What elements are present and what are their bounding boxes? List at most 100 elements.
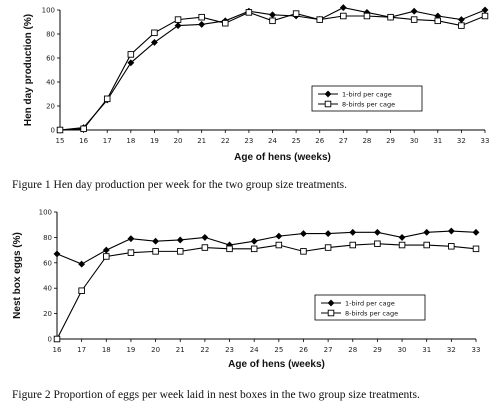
data-point	[316, 16, 323, 23]
data-point	[198, 20, 206, 28]
y-tick-label: 0	[48, 336, 52, 344]
x-tick-label: 21	[176, 346, 185, 354]
data-point	[201, 244, 209, 251]
x-tick-label: 24	[250, 346, 259, 354]
data-point	[78, 287, 85, 294]
data-point	[410, 16, 418, 23]
x-tick-label: 16	[79, 137, 88, 145]
x-tick-label: 23	[225, 346, 234, 354]
data-point	[339, 4, 347, 12]
data-point	[457, 16, 465, 24]
x-tick-label: 27	[339, 137, 348, 145]
x-tick-label: 17	[103, 137, 112, 145]
legend-marker	[327, 309, 335, 317]
data-point	[198, 13, 205, 21]
data-point	[56, 126, 64, 134]
x-tick-label: 16	[53, 346, 62, 354]
data-point	[102, 246, 110, 254]
series-line	[59, 11, 486, 131]
legend-marker	[324, 100, 332, 108]
data-point	[127, 249, 135, 256]
x-tick-label: 26	[299, 346, 308, 354]
x-tick-label: 30	[398, 346, 407, 354]
series-eight-birds	[53, 240, 480, 343]
data-point	[53, 335, 61, 343]
data-point	[250, 237, 258, 245]
x-tick-label: 22	[221, 137, 230, 145]
data-point	[174, 16, 182, 23]
figure-caption: Figure 2 Proportion of eggs per week lai…	[12, 389, 420, 401]
legend-label: 1-bird per cage	[345, 299, 395, 307]
data-point	[423, 241, 430, 249]
data-point	[349, 228, 357, 236]
data-point	[226, 245, 233, 253]
figure-caption: Figure 1 Hen day production per week for…	[12, 179, 347, 191]
x-axis-label: Age of hens (weeks)	[228, 359, 325, 370]
data-point	[103, 95, 111, 103]
data-point	[151, 29, 158, 37]
data-point	[245, 9, 253, 16]
data-point	[176, 248, 184, 255]
data-point	[324, 244, 332, 251]
data-point	[472, 228, 480, 236]
y-tick-label: 0	[51, 127, 55, 135]
x-tick-label: 33	[481, 137, 490, 145]
data-point	[53, 250, 61, 258]
data-point	[151, 38, 158, 46]
data-point	[398, 233, 406, 241]
data-point	[387, 13, 394, 21]
data-point	[269, 17, 276, 25]
data-point	[472, 245, 480, 253]
series-line	[56, 243, 477, 340]
x-tick-label: 21	[197, 137, 206, 145]
y-tick-label: 80	[46, 31, 55, 39]
data-point	[176, 236, 184, 244]
data-point	[373, 228, 381, 236]
data-point	[300, 230, 307, 238]
data-point	[481, 12, 489, 20]
data-point	[250, 245, 258, 253]
x-tick-label: 24	[268, 137, 277, 145]
data-point	[448, 243, 455, 250]
data-point	[374, 240, 381, 247]
x-tick-label: 29	[386, 137, 395, 145]
data-point	[78, 260, 86, 268]
data-point	[275, 232, 283, 240]
x-tick-label: 30	[410, 137, 419, 145]
series-line	[56, 230, 477, 265]
data-point	[434, 17, 442, 25]
x-tick-label: 20	[151, 346, 160, 354]
x-tick-label: 26	[315, 137, 324, 145]
data-point	[292, 10, 300, 17]
x-tick-label: 28	[362, 137, 371, 145]
x-tick-label: 19	[126, 346, 135, 354]
x-tick-label: 20	[174, 137, 183, 145]
x-tick-label: 25	[292, 137, 301, 145]
legend-label: 1-bird per cage	[342, 90, 392, 98]
series-one-bird	[53, 227, 480, 268]
y-tick-label: 20	[43, 310, 52, 318]
data-point	[269, 11, 276, 19]
y-tick-label: 100	[39, 209, 52, 217]
x-tick-label: 27	[324, 346, 333, 354]
data-point	[447, 227, 455, 235]
data-point	[410, 7, 418, 15]
data-point	[423, 228, 431, 236]
data-point	[152, 237, 160, 245]
x-tick-label: 29	[373, 346, 382, 354]
legend: 1-bird per cage 8-birds per cage	[311, 85, 423, 112]
data-point	[363, 12, 371, 20]
y-tick-label: 80	[43, 234, 52, 242]
x-tick-label: 22	[200, 346, 209, 354]
data-point	[458, 22, 465, 29]
x-tick-label: 31	[433, 137, 442, 145]
data-point	[152, 248, 159, 255]
legend-label: 8-birds per cage	[345, 309, 398, 317]
y-axis-label: Hen day production (%)	[23, 14, 34, 126]
data-point	[300, 248, 307, 255]
x-tick-label: 32	[457, 137, 466, 145]
x-tick-label: 19	[150, 137, 159, 145]
y-tick-label: 60	[43, 259, 52, 267]
x-tick-label: 17	[77, 346, 86, 354]
